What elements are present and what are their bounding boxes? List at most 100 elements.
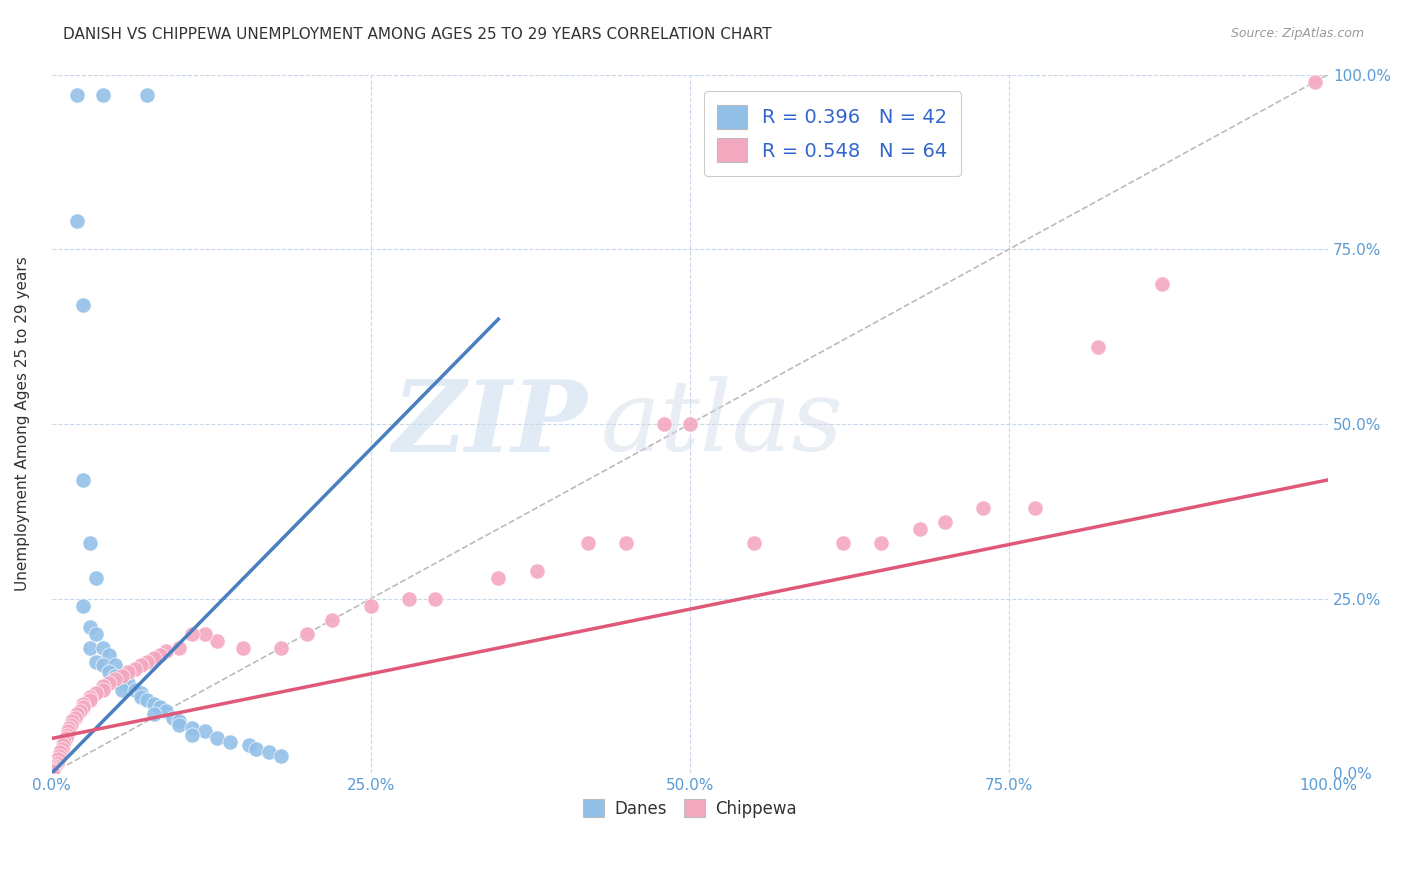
Point: [167, 717, 190, 731]
Point: [84, 626, 107, 640]
Point: [1152, 277, 1174, 292]
Point: [257, 746, 280, 760]
Point: [79, 620, 101, 634]
Point: [155, 704, 177, 718]
Text: Source: ZipAtlas.com: Source: ZipAtlas.com: [1230, 27, 1364, 40]
Legend: Danes, Chippewa: Danes, Chippewa: [576, 792, 804, 824]
Text: DANISH VS CHIPPEWA UNEMPLOYMENT AMONG AGES 25 TO 29 YEARS CORRELATION CHART: DANISH VS CHIPPEWA UNEMPLOYMENT AMONG AG…: [63, 27, 772, 42]
Point: [1305, 74, 1327, 88]
Point: [111, 668, 134, 682]
Point: [91, 88, 114, 103]
Point: [46, 752, 69, 766]
Point: [207, 633, 229, 648]
Point: [84, 571, 107, 585]
Point: [679, 417, 702, 431]
Point: [576, 536, 599, 550]
Point: [66, 214, 89, 228]
Point: [98, 648, 121, 662]
Point: [42, 763, 65, 777]
Point: [51, 742, 73, 756]
Point: [398, 591, 420, 606]
Point: [98, 675, 121, 690]
Point: [72, 298, 94, 312]
Point: [98, 665, 121, 679]
Point: [129, 690, 152, 704]
Point: [104, 658, 127, 673]
Point: [117, 665, 139, 679]
Point: [295, 626, 318, 640]
Point: [44, 759, 66, 773]
Point: [69, 704, 91, 718]
Point: [79, 690, 101, 704]
Point: [270, 748, 292, 763]
Point: [59, 717, 82, 731]
Point: [91, 682, 114, 697]
Point: [72, 697, 94, 711]
Point: [207, 731, 229, 746]
Point: [270, 640, 292, 655]
Point: [56, 724, 79, 739]
Point: [232, 640, 254, 655]
Point: [79, 536, 101, 550]
Point: [360, 599, 382, 613]
Text: atlas: atlas: [600, 376, 844, 472]
Point: [321, 613, 343, 627]
Point: [181, 721, 204, 735]
Point: [72, 473, 94, 487]
Point: [614, 536, 637, 550]
Point: [55, 731, 77, 746]
Point: [162, 710, 184, 724]
Point: [194, 724, 217, 739]
Point: [972, 500, 994, 515]
Point: [104, 672, 127, 686]
Point: [129, 658, 152, 673]
Point: [84, 655, 107, 669]
Point: [91, 679, 114, 693]
Point: [142, 651, 165, 665]
Point: [84, 686, 107, 700]
Point: [652, 417, 675, 431]
Point: [104, 668, 127, 682]
Point: [79, 640, 101, 655]
Point: [423, 591, 446, 606]
Point: [136, 655, 159, 669]
Point: [142, 697, 165, 711]
Point: [167, 714, 190, 728]
Point: [934, 515, 956, 529]
Point: [136, 88, 159, 103]
Point: [908, 522, 931, 536]
Point: [45, 756, 67, 770]
Point: [155, 644, 177, 658]
Point: [42, 761, 65, 775]
Text: ZIP: ZIP: [392, 376, 588, 472]
Point: [149, 648, 172, 662]
Point: [72, 700, 94, 714]
Point: [1024, 500, 1046, 515]
Point: [1087, 340, 1109, 354]
Point: [66, 706, 89, 721]
Point: [111, 682, 134, 697]
Point: [219, 735, 242, 749]
Point: [91, 658, 114, 673]
Point: [91, 640, 114, 655]
Point: [245, 742, 267, 756]
Point: [526, 564, 548, 578]
Point: [79, 693, 101, 707]
Point: [48, 748, 70, 763]
Point: [117, 675, 139, 690]
Point: [72, 599, 94, 613]
Point: [124, 682, 146, 697]
Point: [194, 626, 217, 640]
Point: [111, 675, 134, 690]
Point: [56, 728, 79, 742]
Point: [832, 536, 855, 550]
Point: [49, 746, 72, 760]
Point: [66, 88, 89, 103]
Point: [149, 700, 172, 714]
Point: [63, 710, 86, 724]
Point: [124, 662, 146, 676]
Point: [136, 693, 159, 707]
Point: [181, 626, 204, 640]
Point: [181, 728, 204, 742]
Point: [142, 706, 165, 721]
